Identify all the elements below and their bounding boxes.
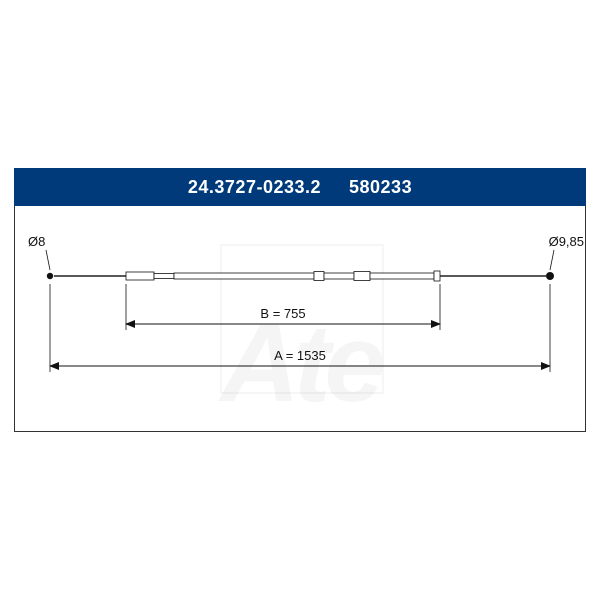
page: 24.3727-0233.2 580233 Ate B = 755A = 153… (0, 0, 600, 600)
dimension-lines: B = 755 A = 1535 (50, 284, 550, 372)
header-bar: 24.3727-0233.2 580233 (14, 168, 586, 206)
right-diameter-label: Ø9,85 (549, 234, 584, 249)
diameter-labels: Ø8 Ø9,85 (28, 234, 584, 270)
svg-text:B = 755: B = 755 (260, 306, 305, 321)
part-number: 24.3727-0233.2 (188, 177, 321, 198)
svg-text:A = 1535: A = 1535 (274, 348, 326, 363)
alt-number: 580233 (349, 177, 412, 198)
left-diameter-label: Ø8 (28, 234, 45, 249)
cable-assembly (47, 271, 554, 281)
technical-diagram: B = 755 A = 1535 Ø8 Ø9,85 (14, 206, 586, 432)
